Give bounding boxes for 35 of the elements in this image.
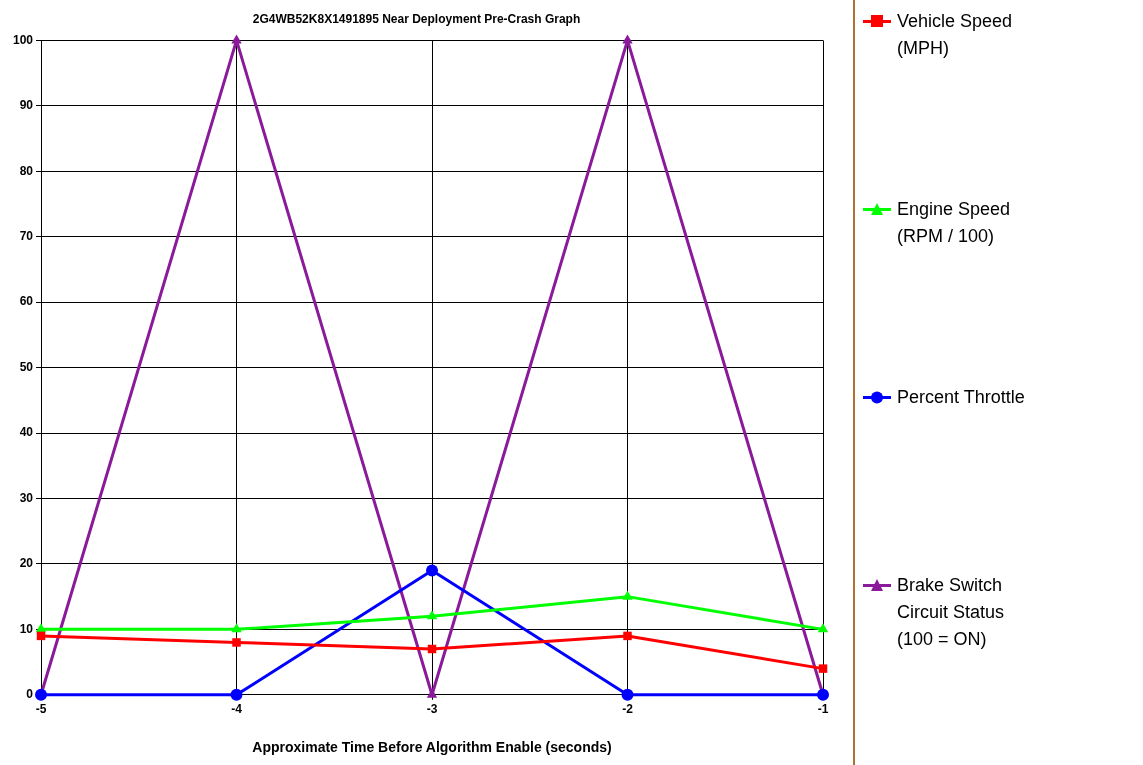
- x-tick-label: -1: [817, 702, 829, 717]
- legend-label: Percent Throttle: [897, 386, 1026, 409]
- point: [817, 623, 829, 633]
- y-tick-label: 40: [19, 425, 34, 440]
- y-tick-label: 100: [12, 32, 34, 47]
- x-tick-label: -5: [35, 702, 47, 717]
- y-tick-label: 80: [19, 163, 34, 178]
- x-axis-title: Approximate Time Before Algorithm Enable (seconds): [252, 739, 612, 756]
- x-tick-label: -4: [231, 702, 243, 717]
- y-tick-label: 30: [19, 490, 34, 505]
- point: [35, 623, 47, 633]
- point: [231, 623, 242, 633]
- y-tick-label: 70: [19, 229, 34, 244]
- x-tick-label: -3: [426, 702, 438, 717]
- legend-label: Vehicle Speed (MPH): [897, 10, 1014, 60]
- point: [621, 688, 634, 701]
- y-tick-label: 50: [19, 359, 34, 374]
- point: [622, 590, 633, 600]
- y-tick-label: 20: [19, 556, 34, 571]
- chart-title: 2G4WB52K8X1491895 Near Deployment Pre-Crash Graph: [252, 11, 581, 26]
- point: [232, 638, 241, 647]
- point: [426, 610, 438, 620]
- point: [623, 631, 632, 641]
- legend-label: Brake Switch Circuit Status (100 = ON): [897, 574, 1006, 651]
- x-tick-label: -2: [622, 702, 634, 717]
- y-tick-label: 60: [19, 294, 34, 309]
- y-tick-label: 90: [19, 98, 34, 113]
- point: [231, 34, 242, 44]
- y-tick-label: 0: [26, 687, 34, 702]
- point: [622, 34, 633, 44]
- point: [230, 688, 243, 701]
- legend-label: Engine Speed (RPM / 100): [897, 198, 1012, 248]
- y-tick-label: 10: [19, 621, 34, 636]
- point: [818, 664, 828, 673]
- point: [426, 564, 439, 577]
